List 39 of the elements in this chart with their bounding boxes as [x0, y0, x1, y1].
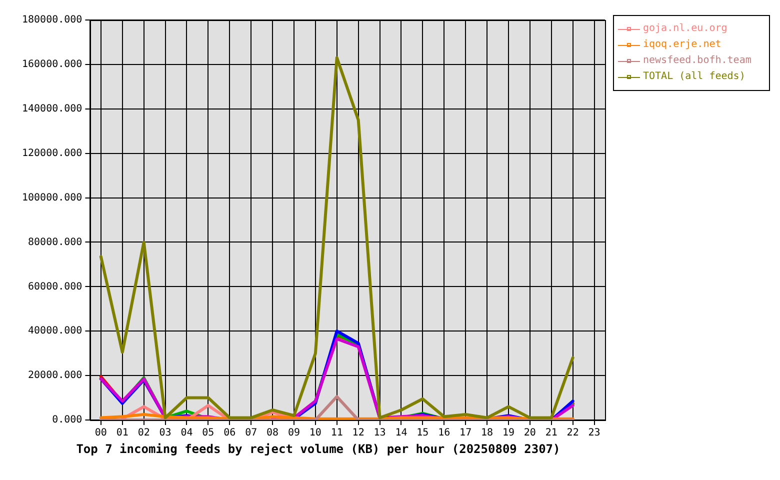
- x-tick-label: 22: [566, 428, 579, 439]
- x-tick-label: 02: [138, 428, 150, 439]
- x-tick-label: 18: [481, 428, 494, 439]
- x-tick-label: 04: [180, 428, 193, 439]
- legend-label: TOTAL (all feeds): [643, 70, 746, 84]
- y-tick-label: 140000.000: [22, 103, 82, 114]
- y-tick-label: 60000.000: [28, 281, 82, 292]
- y-tick-label: 20000.000: [28, 370, 82, 382]
- x-tick-label: 06: [224, 428, 236, 439]
- x-tick-label: 19: [502, 428, 514, 439]
- x-tick-label: 17: [460, 428, 472, 439]
- y-tick-label: 0.000: [52, 414, 82, 426]
- x-tick-label: 23: [588, 428, 600, 439]
- x-tick-label: 03: [159, 428, 172, 439]
- x-tick-label: 20: [524, 428, 536, 439]
- x-tick-label: 14: [395, 428, 408, 439]
- legend-label: goja.nl.eu.org: [643, 22, 728, 36]
- x-tick-label: 10: [309, 428, 322, 439]
- x-tick-label: 21: [545, 428, 558, 439]
- x-tick-label: 13: [374, 428, 386, 439]
- legend-label: iqoq.erje.net: [643, 38, 722, 52]
- x-tick-label: 08: [266, 428, 279, 439]
- x-tick-label: 01: [116, 428, 128, 439]
- x-tick-label: 12: [352, 428, 364, 439]
- y-tick-label: 40000.000: [28, 326, 82, 337]
- x-tick-label: 00: [94, 428, 107, 439]
- y-tick-label: 80000.000: [28, 236, 82, 248]
- y-tick-label: 100000.000: [22, 192, 82, 204]
- text: Top 7 incoming feeds by reject volume (KB) per hour (20250809 2307): [76, 442, 560, 456]
- x-tick-label: 05: [202, 428, 214, 439]
- y-tick-label: 120000.000: [22, 148, 82, 159]
- x-tick-label: 09: [288, 428, 300, 439]
- y-tick-label: 160000.000: [22, 59, 82, 70]
- x-tick-label: 11: [330, 428, 343, 439]
- x-tick-label: 15: [416, 428, 429, 439]
- y-tick-label: 180000.000: [22, 14, 82, 26]
- x-tick-label: 16: [438, 428, 450, 439]
- legend-label: newsfeed.bofh.team: [643, 54, 752, 68]
- x-tick-label: 07: [245, 428, 258, 439]
